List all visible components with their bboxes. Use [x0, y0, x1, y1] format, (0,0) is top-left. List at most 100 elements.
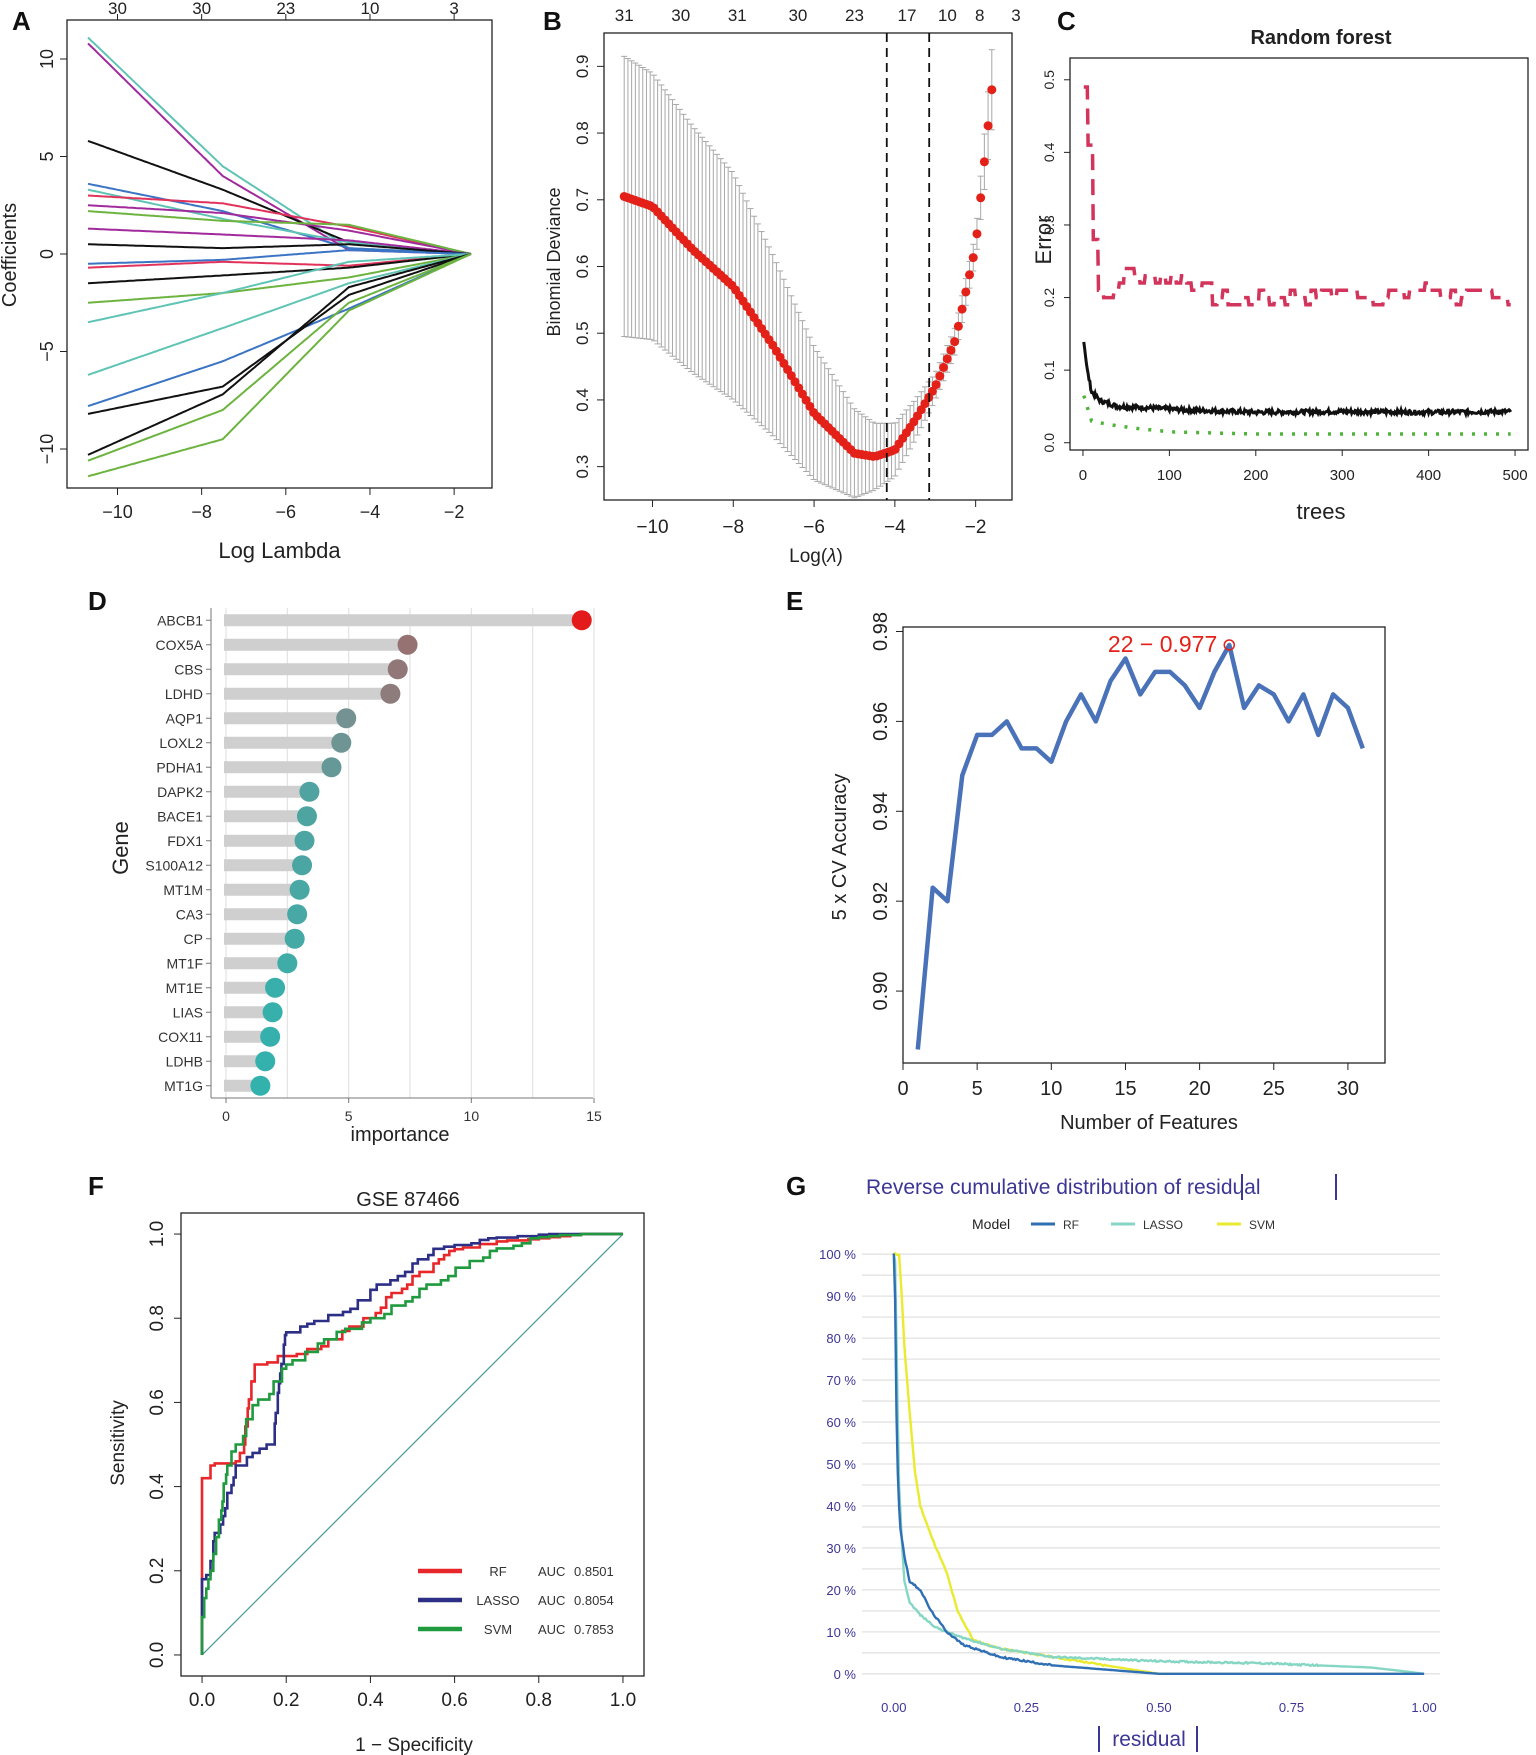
panel-e: 0 5 10 15 20 25 30 0.90 0.92 0.94 0.96 0.98 Number o…: [829, 612, 1386, 1134]
gene-label: CBS: [174, 661, 203, 677]
importance-bar: [224, 687, 389, 700]
x-tick-label: 5: [972, 1078, 983, 1100]
x-tick-label: 0.2: [273, 1690, 299, 1711]
roc-curve-SVM: [200, 1232, 623, 1655]
top-axis-label: 8: [975, 6, 984, 25]
coef-path-21: [87, 253, 472, 478]
x-tick-label: −4: [884, 517, 906, 538]
x-axis-label: 1 − Specificity: [355, 1735, 473, 1755]
y-tick-label: 0.94: [870, 792, 892, 831]
y-tick-label: 0.90: [870, 972, 892, 1011]
y-tick-label: 0.5: [573, 321, 592, 345]
importance-bar: [224, 883, 298, 896]
x-tick-label: 0.0: [189, 1690, 215, 1711]
importance-dot: [250, 1075, 271, 1096]
x-tick-label: 1.00: [1411, 1700, 1436, 1715]
legend-auc-label: AUC: [538, 1564, 565, 1579]
x-tick-label: 20: [1188, 1078, 1210, 1100]
x-axis-label: Log(λ): [789, 546, 843, 567]
importance-bar: [224, 810, 305, 823]
coef-path-20: [87, 253, 472, 462]
importance-bar: [224, 1030, 269, 1043]
gene-label: LDHD: [165, 686, 203, 702]
chart-title-text: Reverse cumulative distribution of: [866, 1176, 1187, 1199]
importance-dot: [265, 977, 286, 998]
y-axis-label: Coefficients: [0, 203, 21, 307]
x-tick-label: 0: [897, 1078, 908, 1100]
gene-label: LDHB: [166, 1053, 203, 1069]
importance-dot: [287, 904, 308, 925]
panel-f: GSE 87466 0.0 0.2 0.4 0.6 0.8 1.0 0.0 0.2 0.4 0.6 0…: [108, 1189, 645, 1755]
panel-label-G: G: [786, 1171, 806, 1201]
top-axis-label: 10: [361, 0, 380, 18]
top-axis-label: 23: [276, 0, 295, 18]
y-tick-label: −5: [37, 341, 57, 362]
top-axis-label: 23: [845, 6, 864, 25]
gene-label: DAPK2: [157, 784, 203, 800]
importance-bar: [224, 981, 274, 994]
x-tick-label: −2: [965, 517, 987, 538]
y-tick-label: 0.6: [573, 255, 592, 279]
panel-label-B: B: [543, 6, 562, 36]
legend-auc-label: AUC: [538, 1593, 565, 1608]
x-tick-label: 0.4: [357, 1690, 384, 1711]
panel-label-A: A: [12, 6, 31, 36]
y-tick-label: 80 %: [826, 1331, 856, 1346]
coef-path-8: [87, 210, 472, 255]
deviance-point: [927, 386, 937, 396]
coef-path-10: [88, 243, 472, 255]
x-tick-label: 100: [1157, 467, 1182, 484]
importance-dot: [262, 1002, 283, 1023]
importance-bar: [224, 932, 293, 945]
gene-label: AQP1: [166, 710, 204, 726]
coef-path-14: [87, 253, 472, 304]
x-tick-label: −8: [191, 502, 212, 522]
deviance-point: [972, 229, 982, 239]
y-tick-label: 0.4: [147, 1473, 168, 1500]
chart-title: GSE 87466: [356, 1189, 459, 1211]
y-tick-label: 0.0: [1041, 433, 1057, 453]
y-tick-label: 0.4: [1041, 142, 1057, 162]
x-tick-label: 5: [345, 1108, 353, 1124]
importance-bar: [224, 663, 396, 676]
y-tick-label: 90 %: [826, 1289, 856, 1304]
x-tick-label: −10: [636, 517, 668, 538]
y-axis-label: Gene: [108, 821, 133, 875]
plot-frame: [1069, 57, 1529, 451]
panel-label-E: E: [786, 586, 803, 616]
deviance-point: [935, 371, 945, 381]
importance-bar: [224, 638, 406, 651]
gene-label: MT1M: [163, 882, 203, 898]
gene-label: LIAS: [173, 1004, 203, 1020]
legend-model: LASSO: [1143, 1218, 1183, 1232]
deviance-point: [983, 121, 993, 131]
legend-auc-value: 0.7853: [574, 1622, 614, 1637]
panel-b: −10 −8 −6 −4 −2 0.3 0.4 0.5 0.6 0.7 0.8 0.9 31 30 31 30…: [544, 6, 1021, 567]
y-tick-label: 0 %: [834, 1667, 857, 1682]
y-tick-label: 0.2: [147, 1558, 168, 1584]
x-tick-label: −10: [102, 502, 133, 522]
importance-dot: [321, 757, 342, 778]
roc-curve-LASSO: [200, 1232, 623, 1655]
importance-bar: [224, 1055, 264, 1068]
importance-dot: [380, 683, 401, 704]
x-tick-label: 30: [1337, 1078, 1359, 1100]
x-axis-label: residual: [1112, 1728, 1186, 1751]
legend-auc-value: 0.8501: [574, 1564, 614, 1579]
y-tick-label: 0.96: [870, 702, 892, 741]
x-axis-label: importance: [351, 1124, 450, 1146]
y-tick-label: 0.4: [573, 388, 592, 412]
panel-label-F: F: [88, 1171, 104, 1201]
importance-dot: [260, 1026, 281, 1047]
importance-dot: [397, 634, 418, 655]
importance-bar: [224, 614, 580, 627]
y-tick-label: 100 %: [819, 1247, 856, 1262]
y-tick-label: 0.1: [1041, 360, 1057, 380]
chart-title: Random forest: [1250, 27, 1391, 49]
legend-model: SVM: [484, 1622, 512, 1637]
coef-path-11: [87, 249, 472, 265]
y-tick-label: 0.7: [573, 188, 592, 212]
gene-label: LOXL2: [159, 735, 203, 751]
x-tick-label: −6: [803, 517, 825, 538]
y-tick-label: 0: [37, 249, 57, 259]
